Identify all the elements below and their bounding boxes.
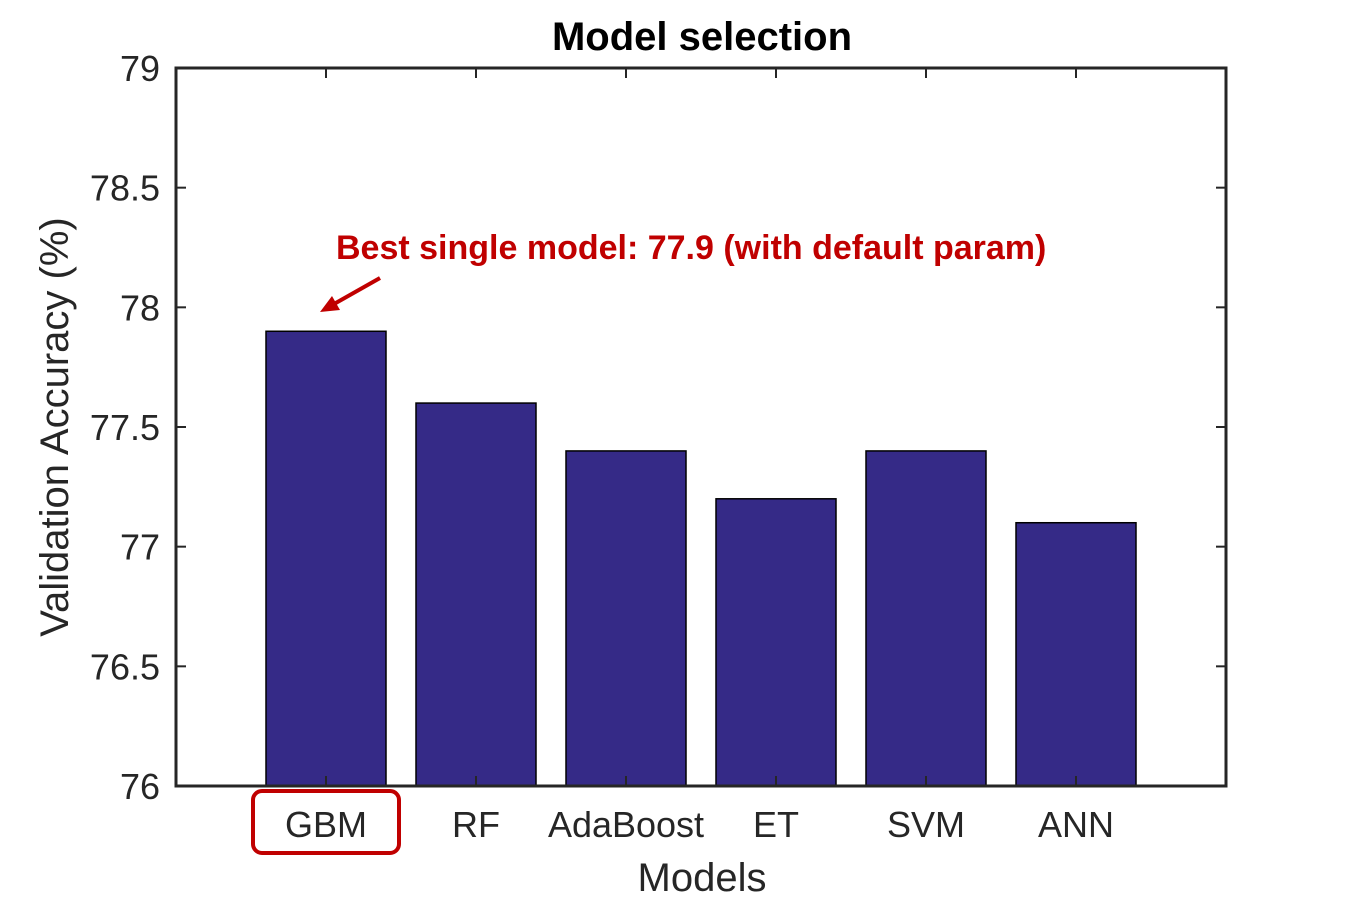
y-tick-label: 78.5 [90, 168, 160, 209]
annotation-text: Best single model: 77.9 (with default pa… [336, 229, 1046, 267]
y-tick-label: 77.5 [90, 407, 160, 448]
y-axis: 76 76.5 77 77.5 78 78.5 79 [90, 48, 1226, 807]
x-axis-label: Models [638, 856, 767, 900]
x-tick-label-et: ET [753, 804, 799, 845]
y-tick-label: 77 [120, 527, 160, 568]
chart-title: Model selection [552, 15, 852, 59]
x-tick-label-ann: ANN [1038, 804, 1114, 845]
bar-et [715, 498, 837, 787]
x-axis: GBM RF AdaBoost ET SVM ANN [251, 68, 1114, 855]
bar-ann [1015, 521, 1137, 787]
annotation-arrowhead [320, 296, 340, 312]
highlight-box [251, 789, 401, 855]
x-tick-label-svm: SVM [887, 804, 965, 845]
bar-gbm [265, 330, 387, 787]
annotation-group: Best single model: 77.9 (with default pa… [320, 229, 1046, 312]
y-tick-label: 79 [120, 48, 160, 89]
x-tick-label-gbm: GBM [285, 804, 367, 845]
y-tick-label: 76.5 [90, 646, 160, 687]
annotation-arrow [333, 276, 381, 306]
y-tick-label: 76 [120, 766, 160, 807]
bar-svm [865, 450, 987, 787]
bars-group [265, 330, 1137, 787]
y-axis-label: Validation Accuracy (%) [33, 217, 77, 636]
bar-adaboost [565, 450, 687, 787]
bar-rf [415, 402, 537, 787]
x-tick-label-rf: RF [452, 804, 500, 845]
x-tick-label-adaboost: AdaBoost [548, 804, 704, 845]
y-tick-label: 78 [120, 287, 160, 328]
